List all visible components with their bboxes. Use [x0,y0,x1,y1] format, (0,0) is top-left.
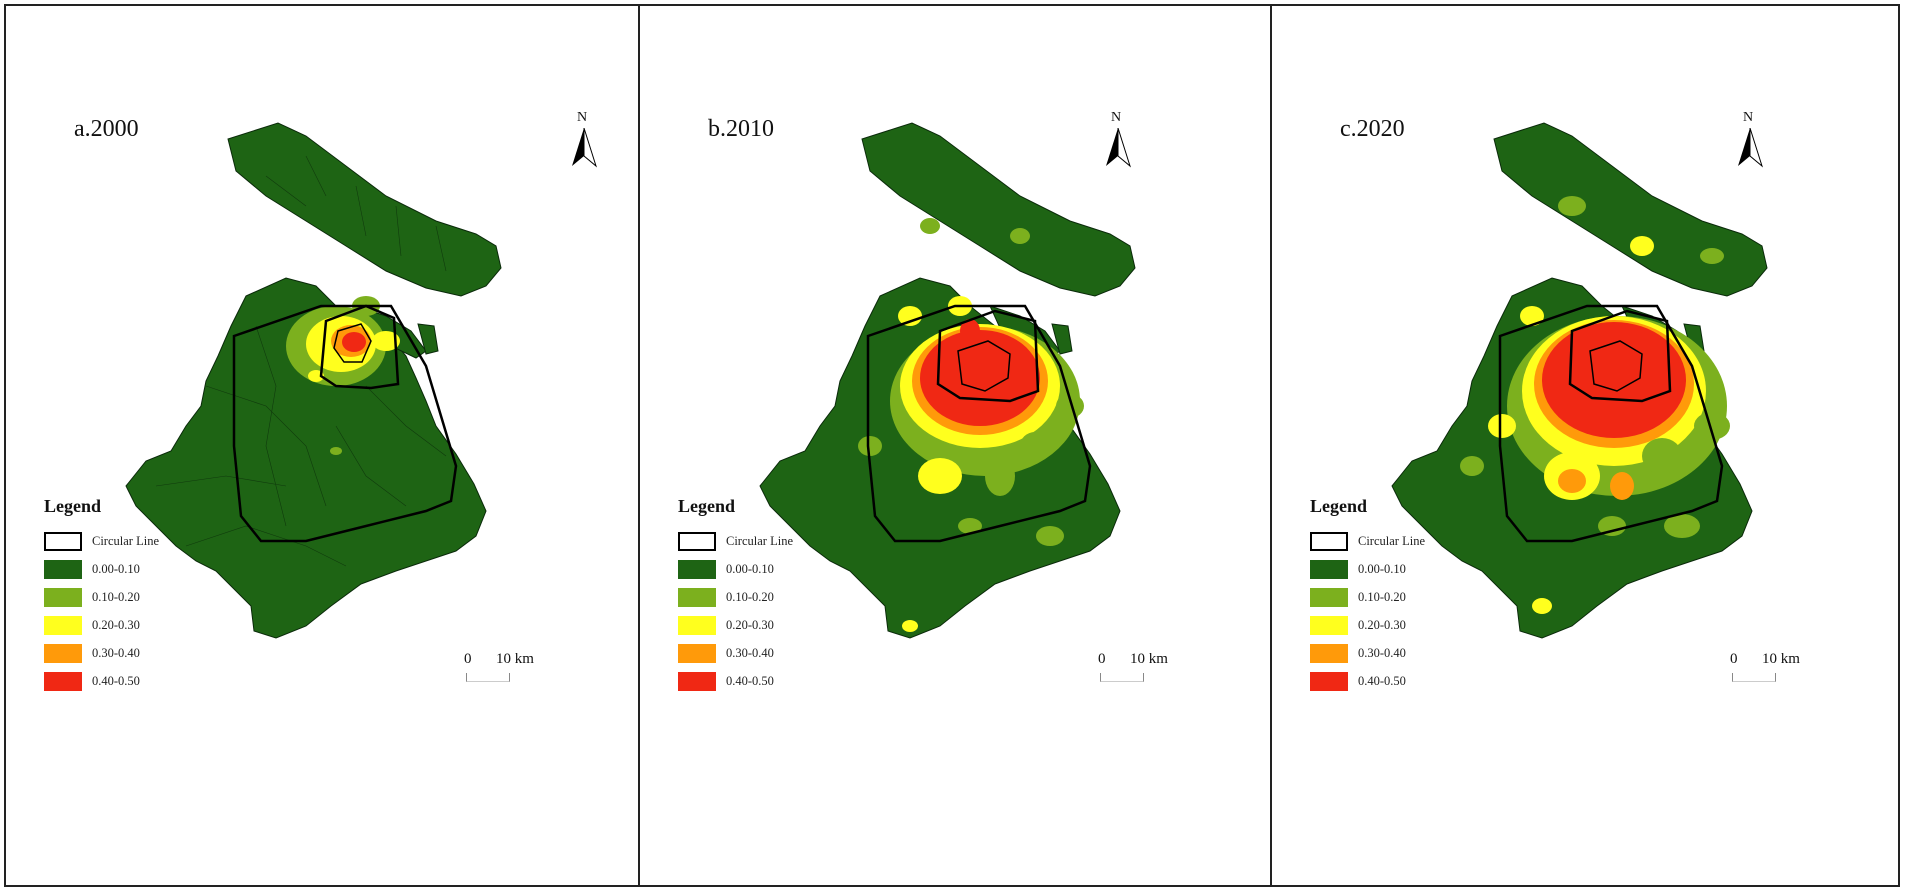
legend-item-circular-line: Circular Line [1310,527,1510,555]
legend-label: 0.30-0.40 [92,645,140,660]
panel-label-2020: c.2020 [1340,116,1405,142]
legend-item: 0.30-0.40 [44,639,244,667]
legend-swatch [1310,615,1348,635]
legend-item-circular-line: Circular Line [678,527,878,555]
legend-item: 0.00-0.10 [678,555,878,583]
panel-label-2010: b.2010 [708,116,774,142]
legend-label: Circular Line [726,533,793,548]
legend-item: 0.20-0.30 [678,611,878,639]
legend-item-circular-line: Circular Line [44,527,244,555]
map-panel-2000: a.2000 N Legend Circular Line 0.00-0.10 … [6,6,638,885]
legend: Legend Circular Line 0.00-0.10 0.10-0.20… [678,496,878,695]
north-arrow-icon [572,128,597,168]
intensity-hotspots [286,296,400,455]
legend-swatch [1310,559,1348,579]
scale-ten: 10 km [496,651,534,667]
north-letter: N [577,110,588,125]
legend-swatch [1310,671,1348,691]
legend-label: 0.00-0.10 [1358,561,1406,576]
scale-zero: 0 [464,651,472,667]
north-arrow-icon [1106,128,1131,168]
legend: Legend Circular Line 0.00-0.10 0.10-0.20… [1310,496,1510,695]
legend-label: 0.20-0.30 [92,617,140,632]
legend-label: 0.00-0.10 [726,561,774,576]
scale-bar-line [1100,673,1144,682]
legend-label: 0.10-0.20 [726,589,774,604]
legend-swatch [44,615,82,635]
legend-swatch [44,531,82,551]
scale-zero: 0 [1098,651,1106,667]
intensity-hotspots [858,218,1084,632]
scale-bar-line [466,673,510,682]
legend-title: Legend [44,496,102,516]
legend-label: 0.40-0.50 [1358,673,1406,688]
scale-zero: 0 [1730,651,1738,667]
map-panel-2020: c.2020 N Legend Circular Line 0.00-0.10 … [1270,6,1902,885]
north-letter: N [1111,110,1122,125]
intensity-hotspots [1460,196,1730,614]
legend-swatch [1310,587,1348,607]
legend-swatch [678,643,716,663]
north-letter: N [1743,110,1754,125]
legend-item: 0.40-0.50 [44,667,244,695]
legend-swatch [1310,643,1348,663]
legend-label: 0.10-0.20 [1358,589,1406,604]
legend-item: 0.00-0.10 [44,555,244,583]
legend-swatch [678,615,716,635]
legend-label: 0.20-0.30 [1358,617,1406,632]
legend-swatch [44,587,82,607]
legend-swatch [44,671,82,691]
circular-lines [1498,304,1724,543]
north-arrow-icon [1738,128,1763,168]
legend-label: 0.00-0.10 [92,561,140,576]
legend-label: 0.40-0.50 [92,673,140,688]
north-arrow: N [564,110,604,170]
legend-item: 0.00-0.10 [1310,555,1510,583]
legend-item: 0.10-0.20 [1310,583,1510,611]
legend-swatch [678,671,716,691]
legend: Legend Circular Line 0.00-0.10 0.10-0.20… [44,496,244,695]
map-2010 [759,122,1136,639]
legend-swatch [1310,531,1348,551]
map-2020 [1391,122,1768,639]
legend-title: Legend [678,496,736,516]
legend-label: 0.20-0.30 [726,617,774,632]
legend-swatch [44,559,82,579]
map-2000 [125,122,502,639]
scale-bar-line [1732,673,1776,682]
map-panel-2010: b.2010 N Legend Circular Line 0.00-0.10 … [638,6,1270,885]
district-grid [155,155,447,567]
circular-lines [866,304,1092,543]
legend-swatch [678,559,716,579]
circular-lines [232,304,458,543]
legend-swatch [678,531,716,551]
legend-label: Circular Line [1358,533,1425,548]
legend-item: 0.30-0.40 [1310,639,1510,667]
legend-label: 0.40-0.50 [726,673,774,688]
legend-item: 0.20-0.30 [1310,611,1510,639]
north-arrow: N [1098,110,1138,170]
legend-item: 0.30-0.40 [678,639,878,667]
legend-item: 0.20-0.30 [44,611,244,639]
legend-swatch [678,587,716,607]
legend-label: 0.30-0.40 [726,645,774,660]
legend-item: 0.10-0.20 [678,583,878,611]
legend-item: 0.40-0.50 [678,667,878,695]
legend-label: 0.10-0.20 [92,589,140,604]
legend-swatch [44,643,82,663]
scale-ten: 10 km [1762,651,1800,667]
panel-label-2000: a.2000 [74,116,139,142]
figure-frame: a.2000 N Legend Circular Line 0.00-0.10 … [4,4,1900,887]
scale-ten: 10 km [1130,651,1168,667]
legend-label: 0.30-0.40 [1358,645,1406,660]
legend-item: 0.10-0.20 [44,583,244,611]
north-arrow: N [1730,110,1770,170]
legend-item: 0.40-0.50 [1310,667,1510,695]
legend-title: Legend [1310,496,1368,516]
legend-label: Circular Line [92,533,159,548]
